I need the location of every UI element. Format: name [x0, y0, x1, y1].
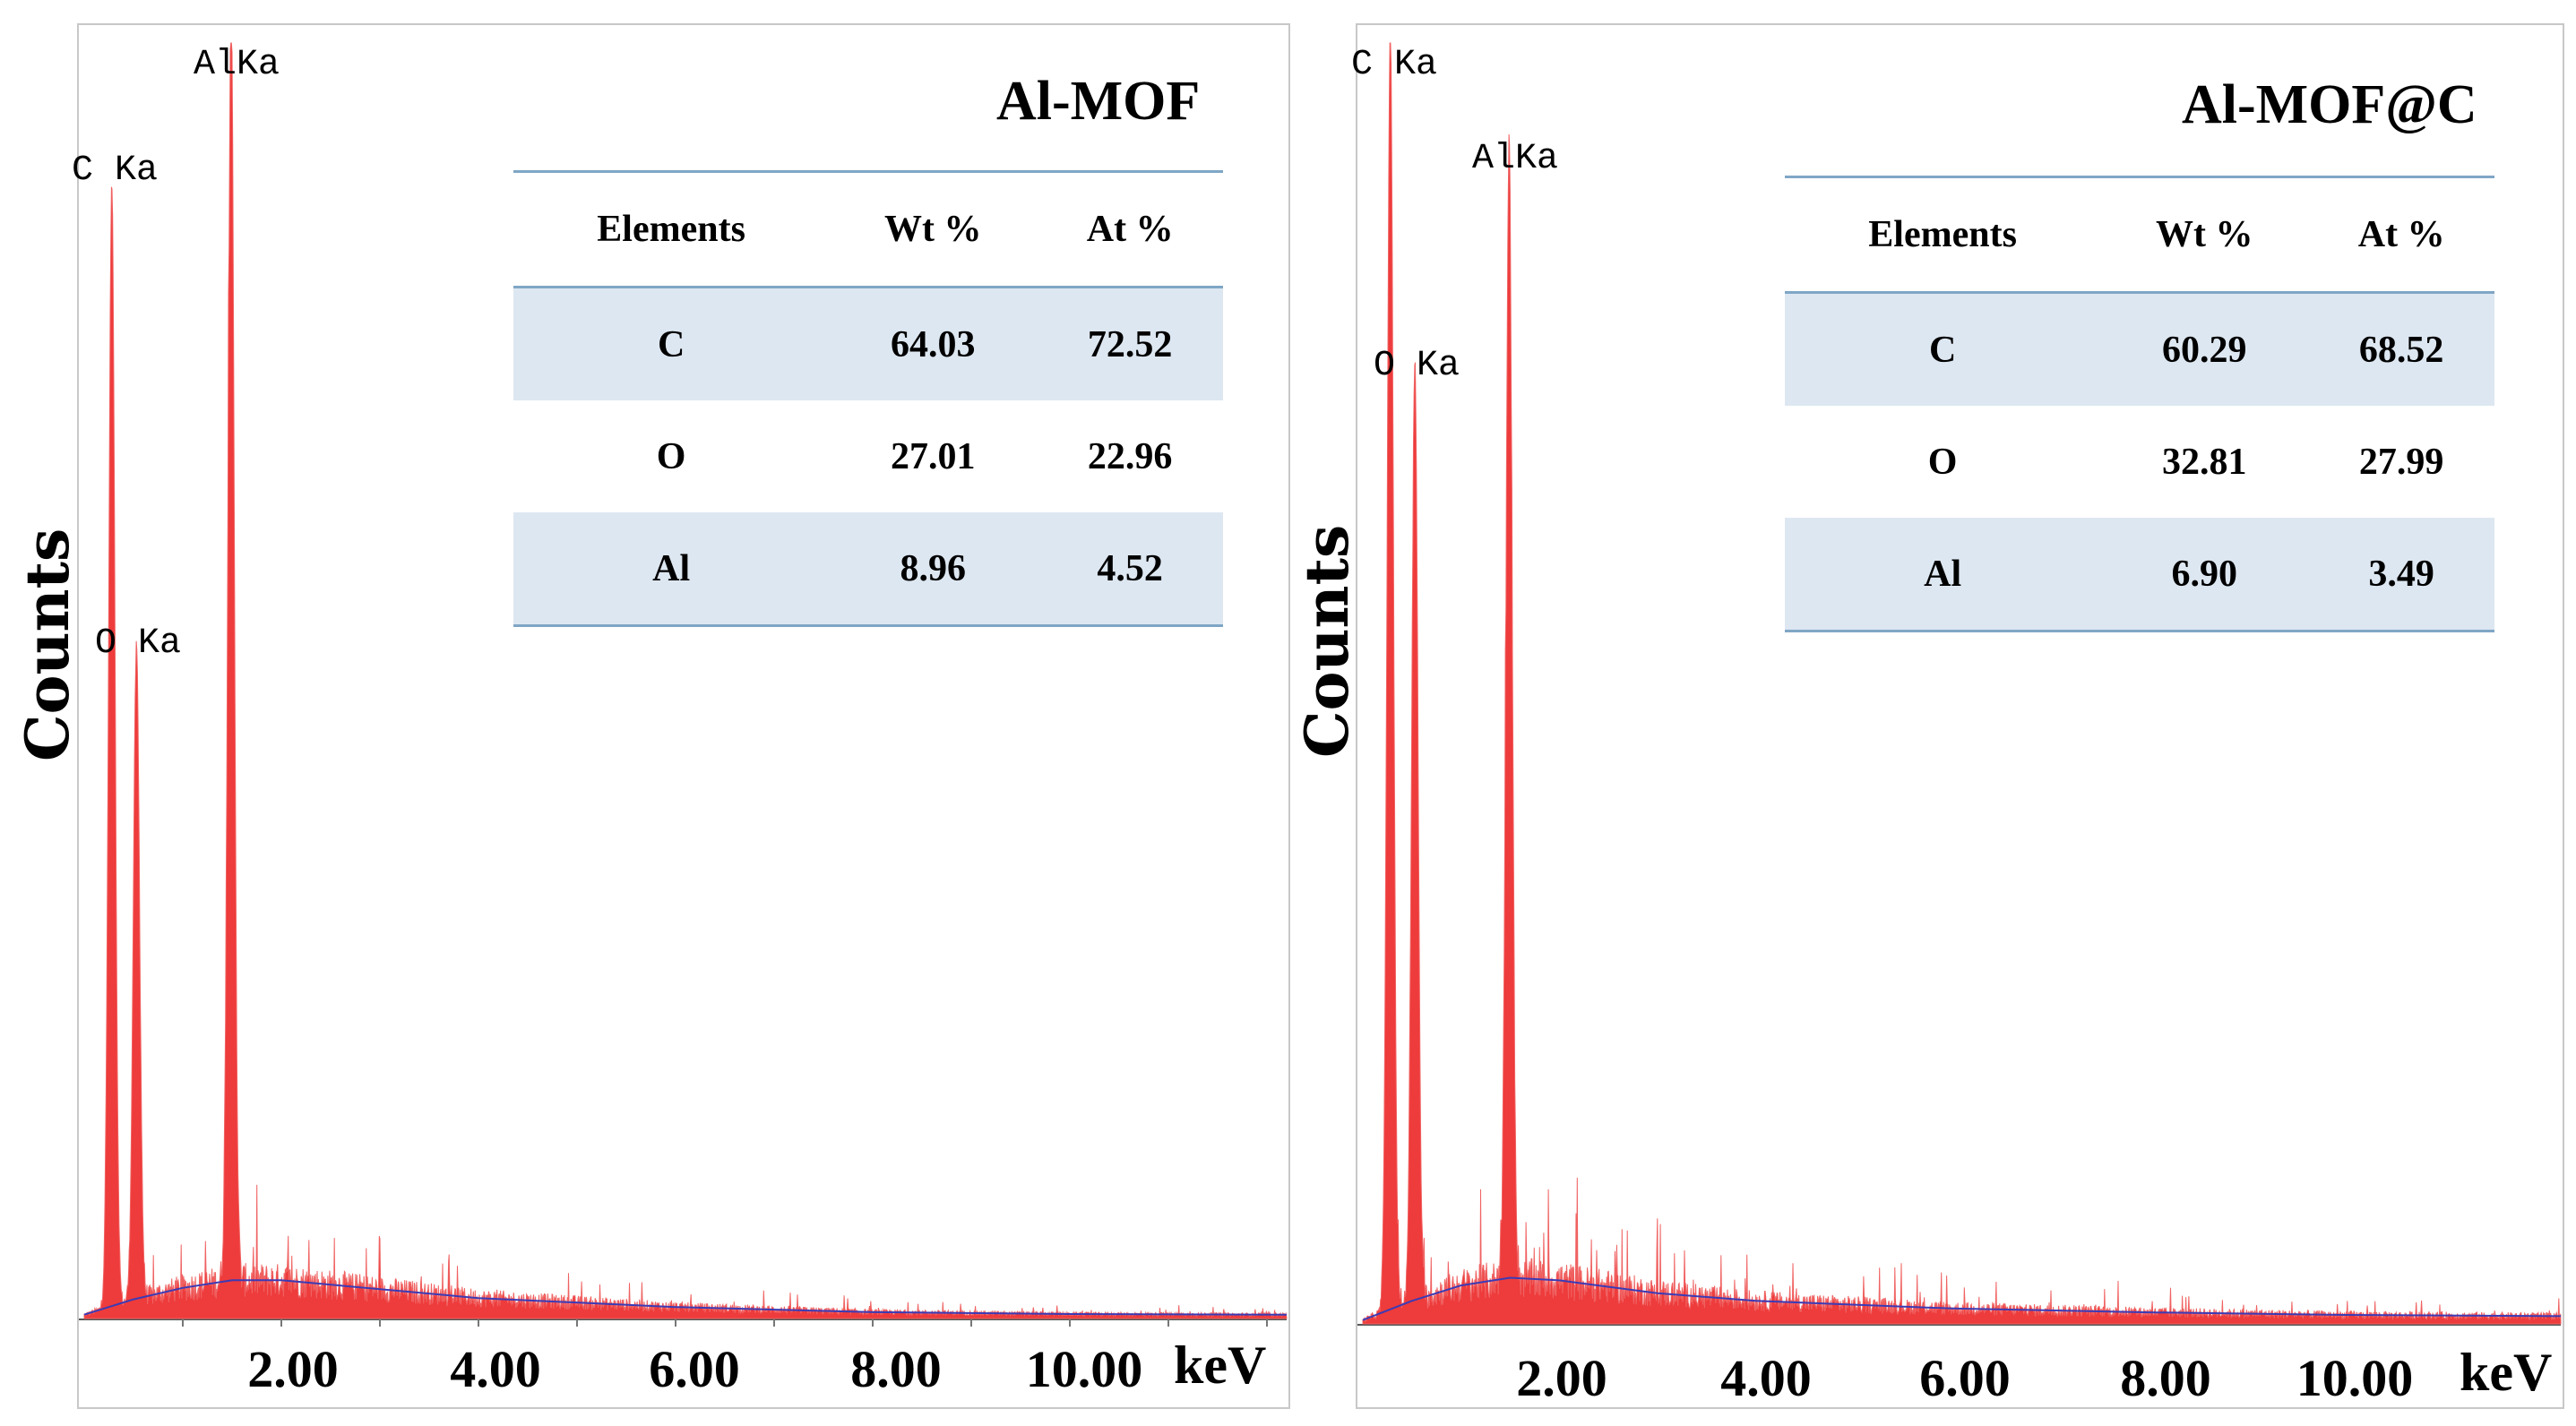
table-row: O 27.01 22.96: [513, 400, 1223, 512]
x-axis-unit: keV: [2460, 1343, 2553, 1402]
table-cell: 68.52: [2308, 292, 2494, 406]
x-tick-label: 6.00: [649, 1340, 740, 1398]
x-tick-label: 10.00: [1025, 1340, 1143, 1398]
table-header: Wt %: [829, 170, 1038, 288]
peak-label-o-ka: O Ka: [1374, 346, 1460, 386]
composition-table: Elements Wt % At % C 60.29 68.52 O 32.81…: [1785, 176, 2494, 632]
table-cell: 60.29: [2100, 292, 2309, 406]
peak-label-c-ka: C Ka: [1351, 45, 1438, 85]
x-tick-label: 6.00: [1919, 1349, 2011, 1407]
table-row: Al 6.90 3.49: [1785, 518, 2494, 632]
spectrum-plot: [1357, 42, 2562, 1326]
table-row: O 32.81 27.99: [1785, 406, 2494, 518]
table-header: Elements: [513, 170, 830, 288]
table-cell: 4.52: [1037, 512, 1223, 627]
y-axis-label: Counts: [1292, 524, 1362, 758]
table-cell: 6.90: [2100, 518, 2309, 632]
table-row: Al 8.96 4.52: [513, 512, 1223, 627]
table-header: At %: [2308, 176, 2494, 294]
table-cell: 8.96: [829, 512, 1038, 627]
table-header: At %: [1037, 170, 1223, 288]
table-cell: 27.01: [891, 435, 976, 477]
peak-label-al-ka: AlKa: [1472, 139, 1559, 179]
table-cell: 27.99: [2358, 441, 2444, 483]
table-row: C 64.03 72.52: [513, 287, 1223, 400]
table-cell: 3.49: [2308, 518, 2494, 632]
table-header-row: Elements Wt % At %: [1785, 176, 2494, 294]
x-tick-label: 4.00: [1720, 1349, 1812, 1407]
table-cell: C: [1785, 292, 2101, 406]
y-axis-label: Counts: [13, 528, 82, 761]
chart-title: Al-MOF@C: [2182, 74, 2477, 135]
table-cell: O: [656, 435, 686, 477]
table-cell: O: [1927, 441, 1958, 483]
x-tick-label: 4.00: [450, 1340, 541, 1398]
peak-label-al-ka: AlKa: [194, 45, 280, 85]
table-cell: Al: [513, 512, 830, 627]
table-cell: 22.96: [1087, 435, 1173, 477]
spectrum-fill: [83, 42, 1288, 1319]
table-cell: 72.52: [1037, 287, 1223, 400]
table-row: C 60.29 68.52: [1785, 292, 2494, 406]
table-header: Wt %: [2100, 176, 2309, 294]
eds-panel-al-mof: Counts Al-MOF C Ka O Ka AlKa 2.00 4.00 6…: [13, 23, 1290, 1409]
x-tick-label: 10.00: [2296, 1349, 2414, 1407]
table-cell: 64.03: [829, 287, 1038, 400]
eds-panel-al-mof-c: Counts Al-MOF@C C Ka O Ka AlKa 2.00 4.00…: [1290, 0, 2576, 1426]
table-header-row: Elements Wt % At %: [513, 170, 1223, 288]
background-fit-line: [1362, 1276, 2562, 1321]
table-cell: Al: [1785, 518, 2101, 632]
chart-title: Al-MOF: [996, 71, 1201, 132]
peak-label-c-ka: C Ka: [72, 150, 159, 191]
spectrum-plot: [79, 42, 1288, 1327]
background-fit-line: [83, 1279, 1288, 1316]
x-tick-label: 2.00: [1516, 1349, 1607, 1407]
composition-table: Elements Wt % At % C 64.03 72.52 O 27.01…: [513, 170, 1223, 627]
x-axis-unit: keV: [1174, 1336, 1267, 1395]
table-header: Elements: [1785, 176, 2101, 294]
peak-label-o-ka: O Ka: [95, 623, 182, 664]
table-cell: 32.81: [2162, 441, 2247, 483]
x-tick-label: 8.00: [2120, 1349, 2211, 1407]
x-tick-label: 8.00: [850, 1340, 942, 1398]
x-tick-label: 2.00: [247, 1340, 339, 1398]
table-cell: C: [513, 287, 830, 400]
